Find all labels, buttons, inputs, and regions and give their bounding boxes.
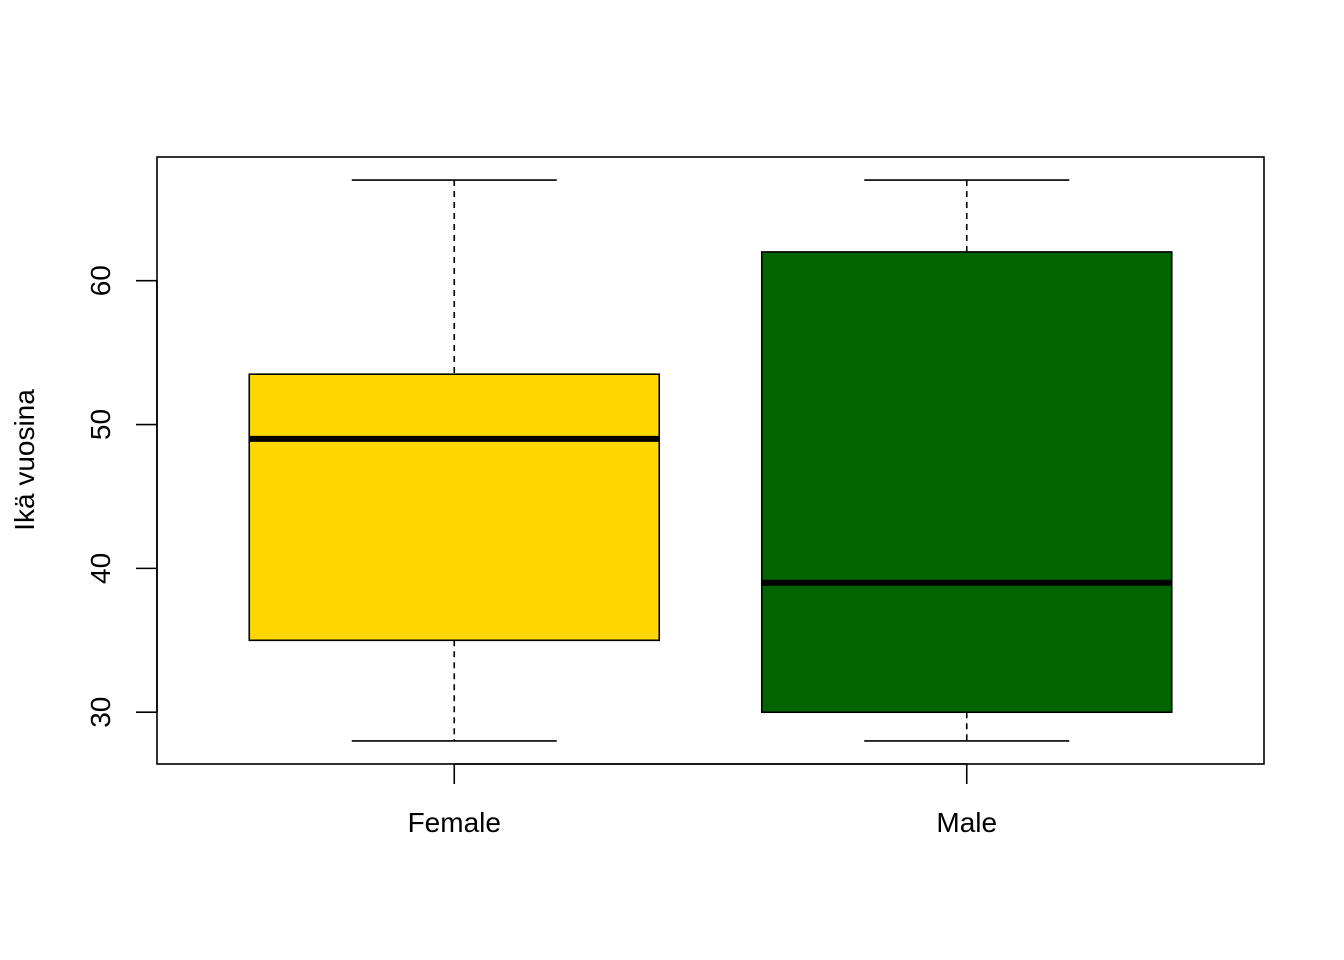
y-axis: 30 40 50 60 [85, 265, 158, 728]
boxes-layer [248, 179, 1173, 742]
x-axis: Female Male [408, 763, 997, 838]
y-tick-label-60: 60 [85, 265, 116, 296]
x-tick-label-female: Female [408, 807, 501, 838]
y-tick-label-30: 30 [85, 697, 116, 728]
y-tick-label-50: 50 [85, 409, 116, 440]
y-tick-label-40: 40 [85, 553, 116, 584]
x-tick-label-male: Male [936, 807, 997, 838]
iqr-box-male [760, 251, 1173, 714]
box-group-male [760, 179, 1173, 742]
box-group-female [248, 179, 661, 742]
y-axis-title: Ikä vuosina [9, 389, 40, 531]
iqr-box-female [248, 373, 661, 642]
